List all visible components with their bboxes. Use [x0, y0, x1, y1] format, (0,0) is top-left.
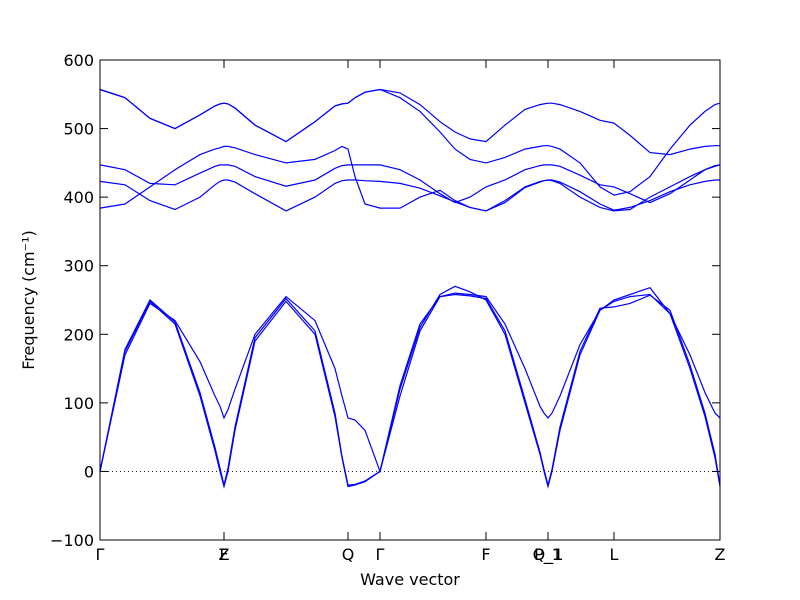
band-line: [99, 164, 721, 204]
y-tick-label: 500: [63, 120, 94, 139]
band-line: [99, 164, 721, 212]
x-axis-label: Wave vector: [360, 570, 460, 589]
band-line: [99, 293, 721, 486]
y-tick-label: 100: [63, 394, 94, 413]
x-tick-label: Γ: [376, 545, 385, 564]
y-tick-label: 300: [63, 257, 94, 276]
band-line: [99, 88, 721, 196]
band-line: [99, 285, 721, 489]
y-tick-label: −100: [50, 531, 94, 550]
plot-frame: [99, 59, 721, 541]
x-tick-label: P_1: [534, 545, 562, 565]
x-tick-label: Q_1: [533, 545, 564, 565]
y-tick-label: 0: [84, 462, 94, 481]
band-line: [99, 88, 720, 156]
x-tick-label: Z: [715, 545, 726, 564]
x-tick-label: Q: [342, 545, 355, 564]
band-line: [99, 145, 720, 212]
y-axis-label: Frequency (cm⁻¹): [19, 230, 38, 369]
x-tick-label: F: [219, 545, 228, 564]
x-tick-label: Γ: [96, 545, 105, 564]
x-tick-label: L: [610, 545, 619, 564]
x-tick-label: Z: [219, 545, 230, 564]
y-tick-label: 200: [63, 325, 94, 344]
y-tick-label: 600: [63, 51, 94, 70]
x-tick-label: F: [481, 545, 490, 564]
y-tick-label: 400: [63, 188, 94, 207]
band-line: [99, 292, 721, 474]
